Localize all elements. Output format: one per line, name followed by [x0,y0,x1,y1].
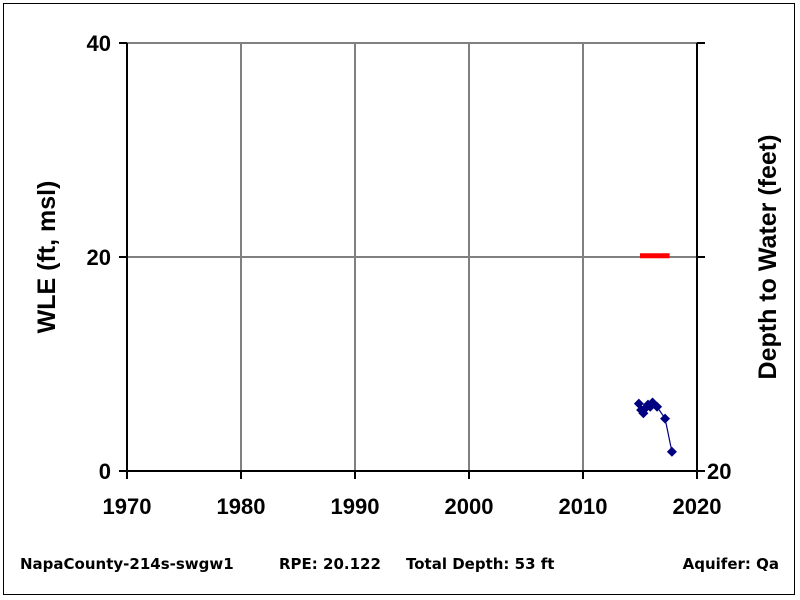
x-tick-label: 1970 [103,494,152,519]
x-tick-label: 2020 [673,494,722,519]
y-axis-left-label: WLE (ft, msl) [33,181,61,334]
y-right-tick-label: 20 [707,459,731,484]
footer-well-id: NapaCounty-214s-swgw1 [20,555,234,573]
x-tick-label: 1980 [217,494,266,519]
x-tick-label: 2010 [559,494,608,519]
footer-aquifer: Aquifer: Qa [683,555,779,573]
y-axis-right-label: Depth to Water (feet) [754,135,782,380]
footer-total-depth: Total Depth: 53 ft [406,555,554,573]
x-tick-label: 2000 [445,494,494,519]
data-point-marker [666,446,677,457]
y-left-tick-label: 20 [87,245,111,270]
series-group [633,397,677,457]
x-tick-label: 1990 [331,494,380,519]
data-point-marker [660,413,671,424]
chart-frame [3,3,795,595]
plot-axes [119,42,705,479]
grid-lines [127,42,697,471]
data-point-marker [652,401,663,412]
y-left-tick-label: 0 [99,459,111,484]
footer-rpe: RPE: 20.122 [279,555,381,573]
y-left-tick-label: 40 [87,31,111,56]
tick-labels: 1970 1980 1990 2000 2010 2020 0 20 40 20 [87,31,732,519]
